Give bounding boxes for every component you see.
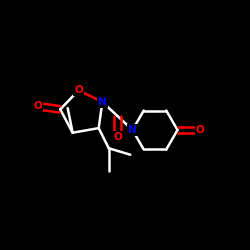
Text: O: O — [113, 132, 122, 142]
Text: N: N — [98, 97, 107, 107]
Text: O: O — [74, 85, 83, 95]
Text: O: O — [196, 125, 204, 135]
Text: O: O — [34, 101, 42, 111]
Text: N: N — [128, 125, 137, 135]
